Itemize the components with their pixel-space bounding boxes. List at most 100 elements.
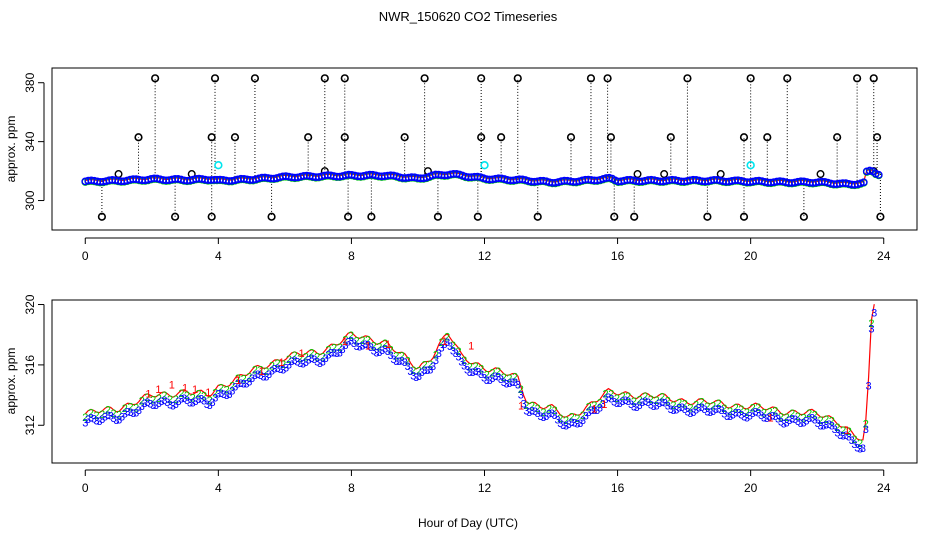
bottom-blue-marker: 3 [537,411,543,423]
high-outlier-point [586,74,596,83]
bottom-blue-marker: 3 [817,420,823,432]
bottom-blue-marker: 3 [693,405,699,417]
bottom-blue-marker: 3 [441,339,447,351]
bottom-blue-marker: 3 [690,407,696,419]
bottom-blue-marker: 3 [105,410,111,422]
bottom-blue-marker: 3 [470,367,476,379]
bottom-red-marker: 1 [192,384,198,396]
bottom-blue-marker: 3 [673,404,679,416]
bottom-green-marker: 2 [105,405,111,417]
bottom-blue-marker: 3 [241,379,247,391]
bottom-blue-marker: 3 [724,411,730,423]
bottom-blue-marker: 3 [255,369,261,381]
bottom-blue-marker: 3 [393,356,399,368]
bottom-blue-marker: 3 [549,408,555,420]
bottom-blue-marker: 3 [334,348,340,360]
bottom-blue-marker: 3 [744,412,750,424]
low-outlier-point [433,212,443,221]
bottom-green-marker: 2 [659,392,665,404]
bottom-blue-marker: 3 [150,400,156,412]
bottom-blue-marker: 3 [275,363,281,375]
bottom-blue-marker: 3 [130,408,136,420]
bottom-blue-marker: 3 [407,366,413,378]
bottom-blue-marker: 3 [495,371,501,383]
bottom-blue-marker: 3 [696,402,702,414]
bottom-blue-marker: 3 [775,413,781,425]
mid-outlier-point [134,133,143,142]
bottom-blue-marker: 3 [399,356,405,368]
bottom-blue-marker: 3 [614,398,620,410]
bottom-blue-marker: 3 [871,307,877,319]
bottom-green-marker: 2 [518,384,524,396]
bottom-blue-marker: 3 [781,418,787,430]
bottom-green-marker: 2 [354,336,360,348]
bottom-blue-marker: 3 [560,420,566,432]
bottom-blue-marker: 3 [769,410,775,422]
bottom-green-marker: 2 [834,422,840,434]
high-outlier-point [250,74,260,83]
bottom-blue-marker: 3 [246,377,252,389]
bottom-blue-marker: 3 [866,381,872,393]
bottom-green-marker: 2 [229,380,235,392]
bottom-green-marker: 2 [348,330,354,342]
bottom-green-marker: 2 [263,366,269,378]
bottom-green-marker: 2 [116,409,122,421]
bottom-green-marker: 2 [755,402,761,414]
bottom-blue-marker: 3 [226,389,232,401]
bottom-blue-marker: 3 [455,351,461,363]
mid-outlier-point [304,133,313,142]
bottom-green-marker: 2 [789,408,795,420]
bottom-blue-marker: 3 [752,406,758,418]
bottom-blue-marker: 3 [424,365,430,377]
high-outlier-point [210,74,220,83]
bottom-blue-marker: 3 [718,405,724,417]
bottom-green-marker: 2 [88,407,94,419]
bottom-blue-marker: 3 [755,407,761,419]
bottom-blue-marker: 3 [741,412,747,424]
bottom-blue-marker: 3 [812,415,818,427]
bottom-blue-marker: 3 [846,431,852,443]
bottom-blue-marker: 3 [840,430,846,442]
bottom-blue-marker: 3 [266,369,272,381]
mid-outlier-point [833,133,842,142]
mid-outlier-point [230,133,240,142]
bottom-green-marker: 2 [241,373,247,385]
bottom-green-marker: 2 [173,394,179,406]
bottom-green-marker: 2 [320,351,326,363]
bottom-ylabel: approx. ppm [4,348,18,415]
high-outlier-point [340,74,349,83]
low-outlier-point [473,212,482,221]
high-outlier-point [853,74,862,83]
bottom-blue-marker: 3 [159,396,165,408]
bottom-green-marker: 2 [523,400,529,412]
bottom-series: 2 2 2 2 2 2 22 2 22 2 2 2 2 2 2 2 2 2 2 2 22 2 2 22 2 22 2 2 2 2 2 2 2 2 2… [82,304,877,455]
bottom-blue-marker: 3 [523,405,529,417]
bottom-green-marker: 2 [297,353,303,365]
bottom-blue-marker: 3 [515,380,521,392]
bottom-red-marker: 1 [591,404,597,416]
bottom-blue-marker: 3 [215,389,221,401]
bottom-green-marker: 2 [676,397,682,409]
bottom-blue-marker: 3 [699,402,705,414]
bottom-blue-marker: 3 [642,396,648,408]
high-outlier-point [151,74,160,83]
bottom-red-marker: 1 [342,336,348,348]
bottom-blue-marker: 3 [306,354,312,366]
top-blue-point [874,170,883,179]
bottom-green-marker: 2 [178,388,184,400]
bottom-green-marker: 2 [190,392,196,404]
bottom-blue-marker: 3 [806,413,812,425]
bottom-blue-marker: 3 [662,398,668,410]
bottom-blue-marker: 3 [198,394,204,406]
bottom-blue-marker: 3 [195,394,201,406]
bottom-blue-marker: 3 [682,404,688,416]
bottom-blue-marker: 3 [721,408,727,420]
low-outlier-point [97,212,107,221]
mid-outlier-point [739,133,749,142]
bottom-green-marker: 2 [512,372,518,384]
bottom-green-marker: 2 [275,358,281,370]
bottom-blue-marker: 3 [651,401,657,413]
bottom-green-marker: 2 [376,342,382,354]
